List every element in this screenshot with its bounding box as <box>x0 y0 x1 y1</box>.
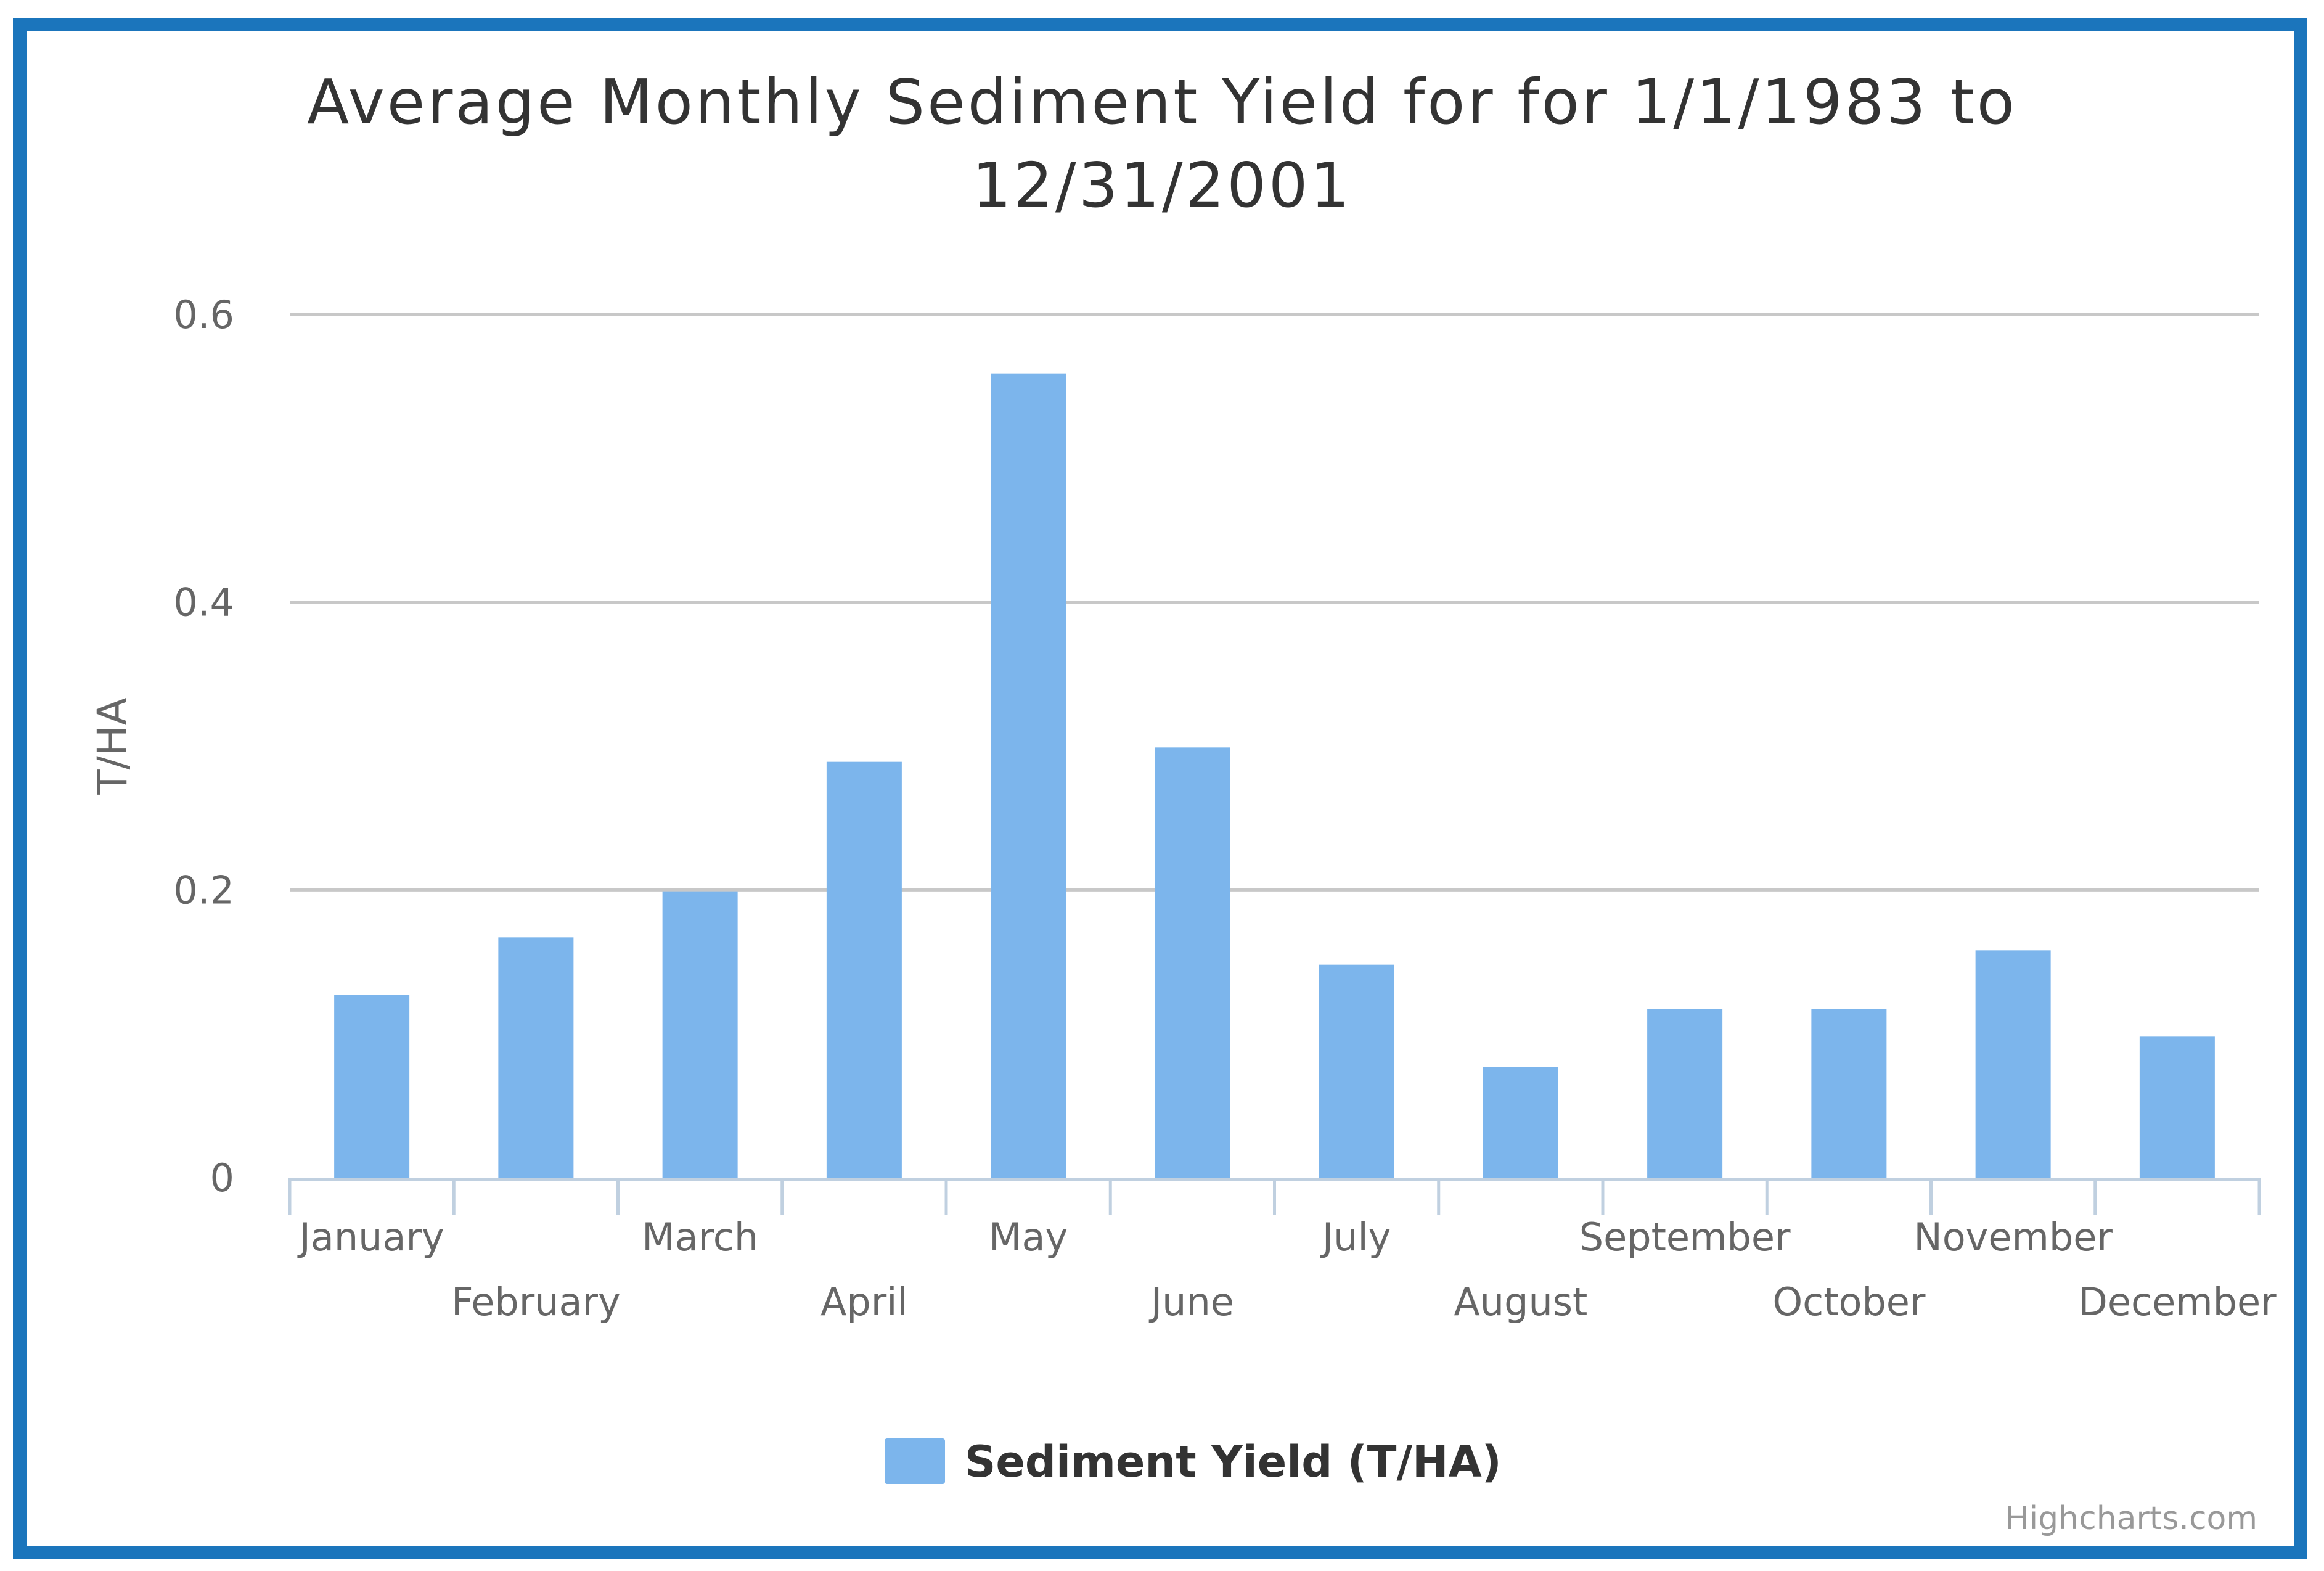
x-tick-label-may: May <box>989 1215 1068 1260</box>
x-tick-label-august: August <box>1454 1279 1587 1324</box>
legend-swatch[interactable] <box>885 1438 945 1484</box>
bar-october[interactable] <box>1811 1009 1887 1178</box>
bar-february[interactable] <box>498 937 574 1178</box>
bar-january[interactable] <box>334 995 410 1178</box>
x-tick-label-september: September <box>1579 1215 1791 1260</box>
y-tick-label: 0.6 <box>173 292 234 337</box>
bar-june[interactable] <box>1155 747 1230 1178</box>
x-tick-label-february: February <box>451 1279 621 1324</box>
legend-label[interactable]: Sediment Yield (T/HA) <box>965 1437 1502 1487</box>
x-tick-label-july: July <box>1320 1215 1391 1260</box>
bar-november[interactable] <box>1975 950 2051 1178</box>
y-tick-label: 0.2 <box>173 868 234 913</box>
x-tick-label-november: November <box>1913 1215 2113 1260</box>
legend[interactable]: Sediment Yield (T/HA) <box>885 1437 1502 1487</box>
x-tick-label-june: June <box>1148 1279 1234 1324</box>
bar-august[interactable] <box>1483 1067 1558 1178</box>
y-axis-title: T/HA <box>89 697 136 795</box>
chart-title-line-1: Average Monthly Sediment Yield for for 1… <box>307 66 2017 138</box>
bar-december[interactable] <box>2139 1036 2215 1178</box>
bar-september[interactable] <box>1647 1009 1723 1178</box>
x-tick-label-march: March <box>642 1215 758 1260</box>
highcharts-credits[interactable]: Highcharts.com <box>2005 1500 2257 1537</box>
bar-series <box>334 373 2215 1178</box>
bar-july[interactable] <box>1319 964 1394 1178</box>
x-tick-label-april: April <box>820 1279 908 1324</box>
bar-march[interactable] <box>662 891 738 1178</box>
x-tick-label-october: October <box>1772 1279 1926 1324</box>
x-tick-label-january: January <box>297 1215 444 1260</box>
gridlines <box>290 313 2259 892</box>
y-tick-label: 0.4 <box>173 580 234 625</box>
bar-april[interactable] <box>826 761 902 1178</box>
x-tick-label-december: December <box>2078 1279 2277 1324</box>
chart-title-line-2: 12/31/2001 <box>972 149 1352 221</box>
bar-may[interactable] <box>991 373 1066 1178</box>
y-axis-tick-labels: 0 0.2 0.4 0.6 <box>173 292 234 1200</box>
y-tick-label: 0 <box>210 1155 234 1200</box>
